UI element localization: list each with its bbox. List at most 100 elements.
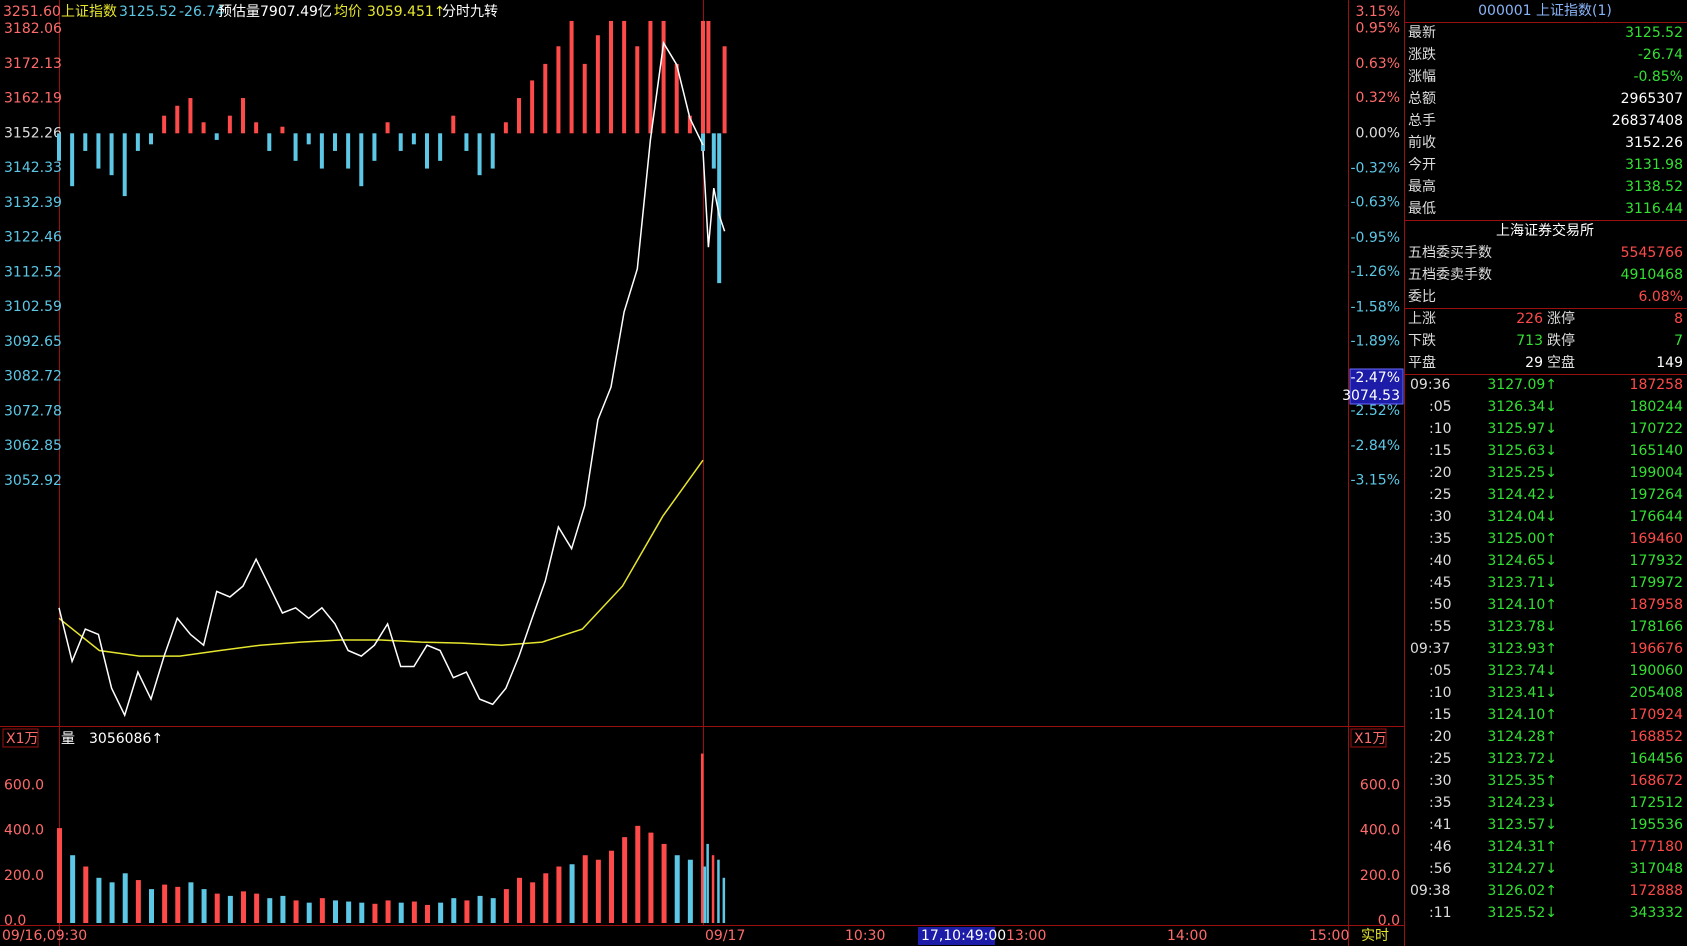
stat-value: 7 <box>1674 333 1683 349</box>
breadth-bar <box>717 133 722 284</box>
breadth-bar <box>254 122 259 134</box>
quote-label: 总额 <box>1408 91 1436 107</box>
tick-price: 3123.57↓ <box>1487 817 1557 833</box>
tick-price: 3123.41↓ <box>1487 685 1557 701</box>
y2-tick-label: 0.63% <box>1356 56 1400 72</box>
breadth-bar <box>175 105 180 134</box>
order-value: 4910468 <box>1621 267 1683 283</box>
quote-value: -26.74 <box>1638 47 1683 63</box>
breadth-bar <box>503 122 508 134</box>
stat-label: 跌停 <box>1547 332 1575 349</box>
y2-tick-label: 0.95% <box>1356 21 1400 37</box>
tick-price: 3124.65↓ <box>1487 553 1557 569</box>
tick-time: :55 <box>1429 619 1452 635</box>
volume-bar <box>622 837 628 923</box>
volume-tick-label: 600.0 <box>4 777 44 793</box>
breadth-bar <box>622 20 627 134</box>
breadth-bar <box>451 115 456 134</box>
volume-bar <box>717 859 720 923</box>
panel-title: 000001 上证指数(1) <box>1478 3 1612 19</box>
quote-label: 最新 <box>1408 25 1436 41</box>
breadth-bar <box>609 20 613 134</box>
header-text: 均价 <box>334 4 362 20</box>
volume-bar <box>451 898 457 923</box>
breadth-bar <box>569 20 574 134</box>
breadth-bar <box>372 133 377 161</box>
avg-line <box>58 459 704 657</box>
quote-value: 2965307 <box>1621 91 1683 107</box>
header-text: 分时九转 <box>442 4 498 20</box>
volume-bar <box>280 895 286 923</box>
volume-bar <box>490 898 496 923</box>
volume-bar <box>464 900 470 923</box>
tick-price: 3125.35↑ <box>1487 773 1557 789</box>
breadth-bar <box>543 63 548 134</box>
tick-volume: 196676 <box>1630 641 1684 657</box>
breadth-bar <box>595 35 600 134</box>
cursor-box <box>1349 368 1404 405</box>
volume-bar <box>609 850 614 923</box>
volume-bar <box>319 898 325 923</box>
breadth-bar <box>201 122 206 134</box>
volume-bar <box>503 889 509 923</box>
breadth-bar <box>162 115 167 134</box>
y2-tick-label: -2.84% <box>1350 438 1400 454</box>
quote-label: 最高 <box>1408 178 1436 195</box>
tick-price: 3125.25↓ <box>1487 465 1557 481</box>
y2-tick-label: -3.15% <box>1350 472 1400 488</box>
breadth-bar <box>359 133 364 187</box>
tick-volume: 164456 <box>1630 751 1684 767</box>
breadth-bar <box>241 98 245 134</box>
volume-bar <box>530 882 536 923</box>
breadth-bar <box>411 133 416 145</box>
breadth-bar <box>135 133 140 151</box>
breadth-bar <box>722 46 727 134</box>
x-label: 13:00 <box>1006 928 1046 944</box>
tick-time: :10 <box>1429 421 1452 437</box>
breadth-bar <box>438 133 443 161</box>
stat-label: 空盘 <box>1547 354 1575 371</box>
breadth-bar <box>425 133 429 169</box>
tick-volume: 165140 <box>1630 443 1683 459</box>
volume-bar <box>254 893 260 923</box>
volume-bar <box>556 866 562 923</box>
header-text: 3059.451↑ <box>367 4 446 20</box>
stat-label: 平盘 <box>1408 354 1436 371</box>
tick-time: :40 <box>1429 553 1452 569</box>
breadth-bar <box>122 133 127 197</box>
breadth-bar <box>701 133 705 151</box>
tick-volume: 179972 <box>1630 575 1683 591</box>
y2-tick-label: -2.52% <box>1350 403 1400 419</box>
volume-bar <box>425 904 430 923</box>
quote-value: 3152.26 <box>1625 135 1683 151</box>
quote-value: 26837408 <box>1612 113 1683 129</box>
tick-time: :45 <box>1429 575 1452 591</box>
tick-volume: 177180 <box>1630 839 1683 855</box>
volume-bar <box>398 902 404 923</box>
breadth-bar <box>319 133 324 169</box>
tick-price: 3123.93↑ <box>1487 641 1557 657</box>
order-label: 五档委卖手数 <box>1408 267 1492 283</box>
breadth-bar <box>635 46 640 134</box>
breadth-bar <box>385 122 390 134</box>
volume-tick-label: 0.0 <box>1378 913 1400 929</box>
volume-bar <box>227 895 233 923</box>
tick-price: 3124.28↑ <box>1487 729 1557 745</box>
volume-tick-label: 200.0 <box>1360 868 1400 884</box>
quote-value: 3131.98 <box>1625 157 1683 173</box>
tick-time: :30 <box>1429 509 1452 525</box>
tick-volume: 170924 <box>1630 707 1684 723</box>
volume-bar <box>162 884 168 923</box>
x-label: 15:00 <box>1309 928 1349 944</box>
time-box <box>918 927 995 945</box>
tick-time: 09:37 <box>1410 641 1450 657</box>
tick-volume: 197264 <box>1630 487 1684 503</box>
breadth-bar <box>267 133 272 151</box>
y2-tick-label: -1.58% <box>1350 299 1400 315</box>
y-tick-label: 3142.33 <box>4 160 62 176</box>
volume-bar <box>214 893 220 923</box>
tick-time: :30 <box>1429 773 1452 789</box>
tick-time: :05 <box>1429 663 1452 679</box>
tick-price: 3127.09↑ <box>1487 377 1557 393</box>
volume-tick-label: 400.0 <box>4 823 44 839</box>
